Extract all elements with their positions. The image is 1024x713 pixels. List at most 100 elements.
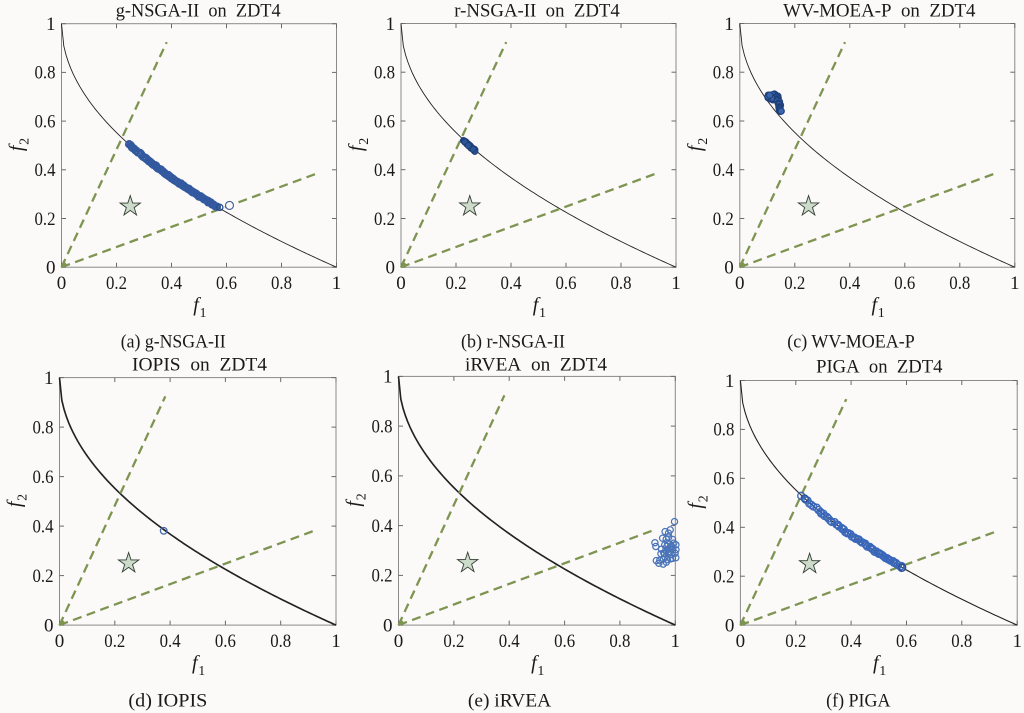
svg-text:r-NSGA-II on ZDT4: r-NSGA-II on ZDT4 <box>454 0 620 21</box>
svg-text:1: 1 <box>539 306 546 321</box>
svg-text:0: 0 <box>725 615 735 636</box>
svg-text:0.6: 0.6 <box>713 111 734 132</box>
svg-text:1: 1 <box>725 371 735 392</box>
svg-text:0.8: 0.8 <box>611 273 632 294</box>
svg-text:0.4: 0.4 <box>161 273 182 294</box>
svg-text:0.4: 0.4 <box>374 160 395 181</box>
svg-text:0.8: 0.8 <box>33 417 54 438</box>
svg-text:0: 0 <box>46 258 56 279</box>
svg-text:0.8: 0.8 <box>374 63 395 84</box>
svg-text:0.6: 0.6 <box>215 631 236 652</box>
svg-text:1: 1 <box>537 664 544 679</box>
svg-text:iRVEA on ZDT4: iRVEA on ZDT4 <box>465 355 607 376</box>
svg-text:0: 0 <box>55 631 65 652</box>
svg-text:0.4: 0.4 <box>839 273 860 294</box>
svg-text:1: 1 <box>1012 631 1022 652</box>
svg-text:f: f <box>193 294 201 316</box>
svg-text:0.8: 0.8 <box>372 416 393 437</box>
svg-text:2: 2 <box>357 138 372 145</box>
svg-text:f: f <box>872 294 880 316</box>
svg-text:2: 2 <box>696 495 711 502</box>
svg-text:1: 1 <box>198 664 205 679</box>
svg-text:f: f <box>684 143 706 151</box>
svg-text:(c) WV-MOEA-P: (c) WV-MOEA-P <box>787 332 914 352</box>
svg-text:0.2: 0.2 <box>104 631 125 652</box>
svg-text:f: f <box>4 499 26 507</box>
svg-text:0.4: 0.4 <box>499 631 520 652</box>
svg-text:f: f <box>533 294 541 316</box>
svg-text:1: 1 <box>724 14 734 35</box>
svg-text:0.2: 0.2 <box>785 631 806 652</box>
svg-text:0.6: 0.6 <box>896 631 917 652</box>
svg-text:2: 2 <box>18 138 33 145</box>
svg-text:2: 2 <box>16 494 31 501</box>
svg-text:0.2: 0.2 <box>784 273 805 294</box>
svg-text:0.4: 0.4 <box>841 631 862 652</box>
svg-text:1: 1 <box>879 664 886 679</box>
svg-text:1: 1 <box>878 306 885 321</box>
svg-text:0.2: 0.2 <box>35 209 56 230</box>
svg-text:0: 0 <box>57 273 67 294</box>
svg-text:0.6: 0.6 <box>894 273 915 294</box>
svg-text:1: 1 <box>44 368 54 389</box>
svg-text:0.6: 0.6 <box>374 111 395 132</box>
svg-text:PIGA on ZDT4: PIGA on ZDT4 <box>816 356 943 377</box>
svg-text:0.8: 0.8 <box>609 631 630 652</box>
svg-text:1: 1 <box>383 367 393 388</box>
svg-text:0.8: 0.8 <box>949 273 970 294</box>
svg-text:0.8: 0.8 <box>713 420 734 441</box>
svg-text:1: 1 <box>331 631 341 652</box>
svg-text:0.4: 0.4 <box>713 518 734 539</box>
svg-text:0: 0 <box>724 258 734 279</box>
svg-text:0.4: 0.4 <box>35 160 56 181</box>
svg-text:f: f <box>684 501 706 509</box>
svg-text:0.4: 0.4 <box>160 631 181 652</box>
svg-text:f: f <box>343 499 365 507</box>
svg-text:(f) PIGA: (f) PIGA <box>826 692 891 712</box>
svg-text:0.2: 0.2 <box>713 567 734 588</box>
svg-text:0.2: 0.2 <box>372 566 393 587</box>
svg-text:1: 1 <box>200 306 207 321</box>
svg-text:0: 0 <box>394 631 404 652</box>
svg-text:0: 0 <box>386 258 396 279</box>
svg-text:2: 2 <box>696 138 711 145</box>
svg-text:0.6: 0.6 <box>35 111 56 132</box>
svg-text:0.6: 0.6 <box>216 273 237 294</box>
svg-text:1: 1 <box>671 631 681 652</box>
svg-text:0.2: 0.2 <box>446 273 467 294</box>
svg-text:IOPIS on ZDT4: IOPIS on ZDT4 <box>132 355 268 376</box>
svg-text:f: f <box>531 652 539 674</box>
svg-text:1: 1 <box>46 14 56 35</box>
svg-text:f: f <box>192 652 200 674</box>
svg-text:0.4: 0.4 <box>372 516 393 537</box>
svg-text:0.6: 0.6 <box>33 467 54 488</box>
svg-text:0.4: 0.4 <box>33 516 54 537</box>
svg-text:0: 0 <box>44 615 54 636</box>
svg-text:2: 2 <box>355 493 370 500</box>
svg-text:0: 0 <box>396 273 406 294</box>
svg-text:0.2: 0.2 <box>713 209 734 230</box>
svg-text:1: 1 <box>671 273 681 294</box>
svg-text:0: 0 <box>383 615 393 636</box>
svg-text:0.6: 0.6 <box>372 466 393 487</box>
svg-text:0.8: 0.8 <box>951 631 972 652</box>
svg-text:WV-MOEA-P on ZDT4: WV-MOEA-P on ZDT4 <box>783 0 976 21</box>
svg-text:0: 0 <box>735 273 745 294</box>
svg-text:1: 1 <box>1010 273 1020 294</box>
svg-text:0.8: 0.8 <box>271 273 292 294</box>
svg-text:0.6: 0.6 <box>713 469 734 490</box>
svg-text:(d) IOPIS: (d) IOPIS <box>128 692 207 712</box>
svg-text:0.2: 0.2 <box>443 631 464 652</box>
svg-text:0.2: 0.2 <box>33 566 54 587</box>
svg-text:f: f <box>345 143 367 151</box>
svg-text:0.4: 0.4 <box>501 273 522 294</box>
svg-text:f: f <box>6 143 28 151</box>
svg-text:0.8: 0.8 <box>35 63 56 84</box>
svg-text:g-NSGA-II on ZDT4: g-NSGA-II on ZDT4 <box>116 0 281 21</box>
svg-text:(a) g-NSGA-II: (a) g-NSGA-II <box>121 332 226 352</box>
svg-text:0.2: 0.2 <box>106 273 127 294</box>
svg-text:0.6: 0.6 <box>554 631 575 652</box>
svg-text:0.2: 0.2 <box>374 209 395 230</box>
svg-text:(b) r-NSGA-II: (b) r-NSGA-II <box>461 332 565 352</box>
svg-text:0.4: 0.4 <box>713 160 734 181</box>
